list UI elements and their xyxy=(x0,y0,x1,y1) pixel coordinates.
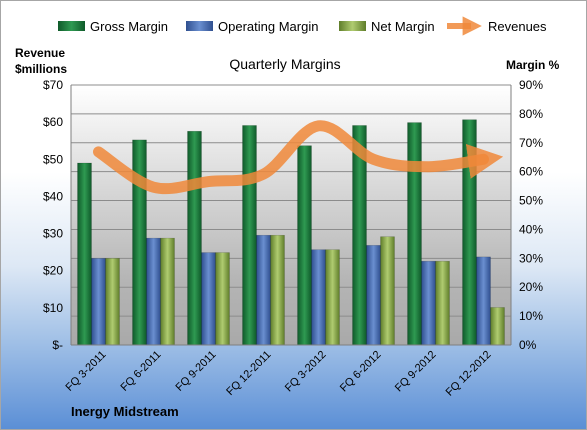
revenue-series-line xyxy=(93,120,504,195)
left-tick-label: $30 xyxy=(43,227,63,241)
bar-gross-margin xyxy=(407,122,422,346)
legend-label-net-margin: Net Margin xyxy=(371,19,435,34)
x-tick-label: FQ 3-2011 xyxy=(64,349,109,394)
left-tick-label: $40 xyxy=(43,189,63,203)
right-tick-label: 70% xyxy=(519,136,543,150)
bar-net-margin xyxy=(435,260,450,346)
legend-label-revenues: Revenues xyxy=(488,19,547,34)
bar-operating-margin xyxy=(311,249,326,346)
left-tick-label: $60 xyxy=(43,115,63,129)
bar-gross-margin xyxy=(132,139,147,346)
left-tick-label: $20 xyxy=(43,264,63,278)
right-tick-label: 60% xyxy=(519,165,543,179)
bar-operating-margin xyxy=(256,234,271,346)
legend-swatch-operating-margin xyxy=(186,21,213,31)
right-tick-label: 0% xyxy=(519,338,537,352)
x-tick-label: FQ 3-2012 xyxy=(283,349,329,395)
right-axis-title: Margin % xyxy=(506,58,560,72)
bar-operating-margin xyxy=(421,260,436,346)
bar-operating-margin xyxy=(146,237,161,346)
legend: Gross Margin Operating Margin Net Margin… xyxy=(58,16,547,36)
bar-gross-margin xyxy=(242,125,257,346)
legend-label-operating-margin: Operating Margin xyxy=(218,19,318,34)
bar-net-margin xyxy=(215,252,230,346)
revenue-line xyxy=(93,120,504,195)
bar-operating-margin xyxy=(201,252,216,346)
bar-gross-margin xyxy=(462,119,477,346)
left-tick-label: $70 xyxy=(43,78,63,92)
right-tick-label: 40% xyxy=(519,222,543,236)
bar-gross-margin xyxy=(77,162,92,346)
left-axis-title-line1: Revenue xyxy=(15,46,65,60)
legend-swatch-gross-margin xyxy=(58,21,85,31)
x-tick-label: FQ 6-2011 xyxy=(119,349,164,394)
left-axis-title: Revenue $millions xyxy=(15,46,68,76)
bar-operating-margin xyxy=(91,258,106,346)
bar-net-margin xyxy=(380,236,395,346)
right-tick-label: 90% xyxy=(519,78,543,92)
x-tick-label: FQ 9-2012 xyxy=(393,349,439,395)
bar-net-margin xyxy=(160,237,175,346)
legend-swatch-net-margin xyxy=(339,21,366,31)
right-tick-label: 30% xyxy=(519,251,543,265)
left-tick-label: $10 xyxy=(43,301,63,315)
x-tick-label: FQ 12-2011 xyxy=(224,349,273,398)
chart-title: Quarterly Margins xyxy=(229,56,340,72)
x-tick-label: FQ 6-2012 xyxy=(338,349,384,395)
bar-net-margin xyxy=(325,249,340,346)
right-tick-label: 80% xyxy=(519,107,543,121)
bar-net-margin xyxy=(490,307,505,346)
bar-net-margin xyxy=(105,258,120,346)
bar-operating-margin xyxy=(366,245,381,346)
bar-gross-margin xyxy=(187,130,202,346)
left-tick-label: $50 xyxy=(43,152,63,166)
x-tick-label: FQ 12-2012 xyxy=(444,349,494,399)
right-tick-label: 10% xyxy=(519,309,543,323)
left-axis-title-line2: $millions xyxy=(15,62,67,76)
bar-net-margin xyxy=(270,234,285,346)
x-tick-label: FQ 9-2011 xyxy=(174,349,219,394)
legend-label-gross-margin: Gross Margin xyxy=(90,19,168,34)
right-tick-label: 20% xyxy=(519,280,543,294)
bar-gross-margin xyxy=(297,145,312,346)
bar-operating-margin xyxy=(476,256,491,346)
right-tick-label: 50% xyxy=(519,194,543,208)
company-name: Inergy Midstream xyxy=(71,404,179,419)
left-tick-label: $- xyxy=(52,338,63,352)
